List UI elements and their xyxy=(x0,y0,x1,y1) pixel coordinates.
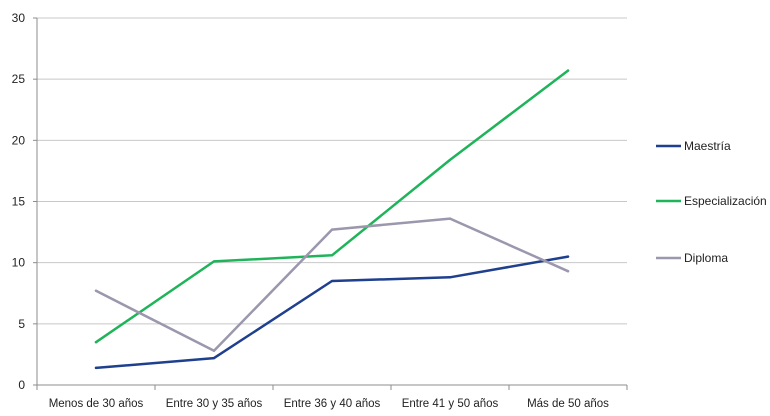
y-tick-label: 25 xyxy=(12,72,26,86)
x-axis-tick-labels: Menos de 30 años Entre 30 y 35 años Entre … xyxy=(49,398,609,410)
data-point-diploma xyxy=(94,289,98,293)
legend-label-maestria: Maestría xyxy=(684,139,731,153)
y-tick-label: 30 xyxy=(12,11,26,25)
data-point-especializacion xyxy=(94,340,98,344)
data-point-maestria xyxy=(94,366,98,370)
x-tick-label: Entre 36 y 40 años xyxy=(284,398,381,410)
axes xyxy=(33,17,628,390)
x-tick-label: Menos de 30 años xyxy=(49,398,144,410)
data-point-diploma xyxy=(212,349,216,352)
y-tick-label: 20 xyxy=(12,133,26,147)
data-point-diploma xyxy=(330,228,334,231)
x-tick-label: Entre 30 y 35 años xyxy=(166,398,263,410)
y-axis-tick-labels: 0 5 10 15 20 25 30 xyxy=(12,11,26,392)
legend-label-especializacion: Especialización xyxy=(684,194,767,208)
data-point-diploma xyxy=(448,217,452,220)
series-line-diploma xyxy=(94,217,570,352)
data-point-maestria xyxy=(330,279,334,283)
data-point-especializacion xyxy=(448,158,452,162)
legend-label-diploma: Diploma xyxy=(684,251,728,265)
y-tick-label: 5 xyxy=(18,317,25,331)
data-point-maestria xyxy=(448,276,452,279)
data-point-maestria xyxy=(566,255,570,258)
x-tick-label: Más de 50 años xyxy=(527,398,609,410)
series-lines xyxy=(94,69,570,370)
series-line-maestria xyxy=(94,255,570,370)
data-point-especializacion xyxy=(212,260,216,263)
data-point-maestria xyxy=(212,356,216,360)
x-tick-label: Entre 41 y 50 años xyxy=(402,398,499,410)
y-tick-label: 10 xyxy=(12,256,26,270)
data-point-especializacion xyxy=(566,69,570,72)
y-tick-label: 0 xyxy=(18,378,25,392)
gridlines xyxy=(37,17,627,325)
series-line-especializacion xyxy=(94,69,570,344)
legend: Maestría Especialización Diploma xyxy=(656,139,767,265)
data-point-diploma xyxy=(566,270,570,273)
y-tick-label: 15 xyxy=(12,195,26,209)
data-point-especializacion xyxy=(330,254,334,257)
